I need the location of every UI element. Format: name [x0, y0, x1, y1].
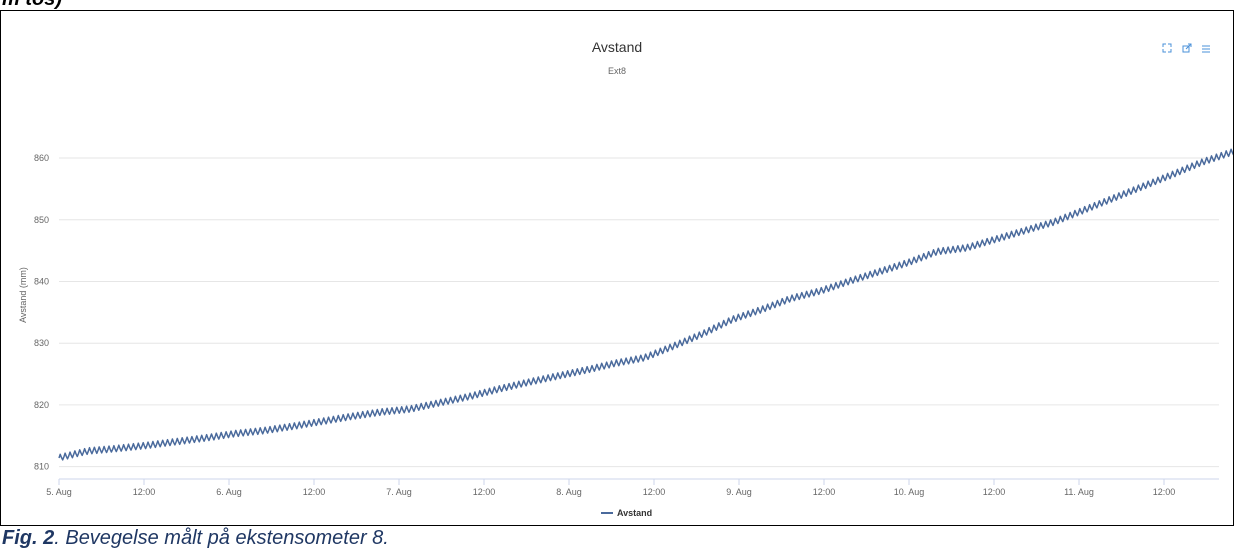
- x-tick-label: 12:00: [473, 487, 496, 497]
- chart-frame: Avstand Ext8 810 820 830 840 850 860 5. Aug 12…: [0, 10, 1234, 526]
- x-axis: 5. Aug 12:00 6. Aug 12:00 7. Aug 12:00 8. Aug 1…: [46, 479, 1175, 497]
- x-tick-label: 12:00: [643, 487, 666, 497]
- export-icon[interactable]: [1182, 43, 1192, 53]
- series-layer: [58, 137, 1233, 461]
- x-tick-label: 9. Aug: [726, 487, 752, 497]
- series-line-avstand[interactable]: [58, 137, 1233, 461]
- y-axis-title: Avstand (mm): [18, 267, 28, 323]
- x-tick-label: 12:00: [133, 487, 156, 497]
- y-tick-label: 860: [34, 153, 49, 163]
- y-tick-label: 820: [34, 400, 49, 410]
- y-tick-label: 830: [34, 338, 49, 348]
- chart-title: Avstand: [592, 39, 642, 55]
- x-tick-label: 7. Aug: [386, 487, 412, 497]
- header-fragment: m tos): [2, 0, 62, 11]
- y-tick-label: 840: [34, 276, 49, 286]
- x-tick-label: 12:00: [303, 487, 326, 497]
- figure-caption-text: . Bevegelse målt på ekstensometer 8.: [54, 527, 389, 549]
- x-tick-label: 12:00: [1153, 487, 1176, 497]
- figure-caption-label: Fig. 2: [2, 527, 55, 549]
- x-tick-label: 10. Aug: [894, 487, 925, 497]
- x-tick-label: 5. Aug: [46, 487, 72, 497]
- line-chart: Avstand Ext8 810 820 830 840 850 860 5. Aug 12…: [18, 39, 1233, 518]
- grid: [59, 157, 1219, 480]
- figure-caption: Fig. 2. Bevegelse målt på ekstensometer …: [2, 527, 389, 550]
- x-tick-label: 11. Aug: [1064, 487, 1094, 497]
- fullscreen-icon[interactable]: [1162, 43, 1172, 53]
- y-axis: 810 820 830 840 850 860: [34, 153, 49, 472]
- legend[interactable]: Avstand: [601, 508, 652, 518]
- y-tick-label: 850: [34, 215, 49, 225]
- x-tick-label: 8. Aug: [556, 487, 582, 497]
- x-tick-label: 12:00: [813, 487, 836, 497]
- x-tick-label: 12:00: [983, 487, 1006, 497]
- legend-label: Avstand: [617, 508, 652, 518]
- menu-icon[interactable]: [1202, 45, 1210, 53]
- y-tick-label: 810: [34, 462, 49, 472]
- chart-subtitle: Ext8: [608, 66, 626, 76]
- x-tick-label: 6. Aug: [216, 487, 242, 497]
